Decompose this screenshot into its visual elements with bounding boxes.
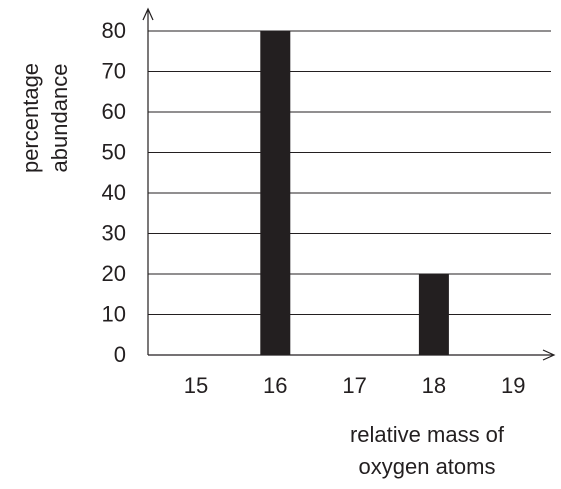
y-tick-label: 10: [102, 301, 126, 326]
y-tick-label: 30: [102, 220, 126, 245]
y-tick-label: 50: [102, 139, 126, 164]
y-axis-title: percentage abundance: [18, 63, 72, 173]
bar: [260, 31, 291, 355]
x-axis-title-line: oxygen atoms: [359, 454, 496, 479]
y-tick-label: 20: [102, 261, 126, 286]
x-axis-title-line: relative mass of: [350, 422, 505, 447]
y-tick-label: 60: [102, 99, 126, 124]
x-tick-label: 18: [422, 373, 446, 398]
y-tick-label: 0: [114, 342, 126, 367]
x-tick-label: 17: [342, 373, 366, 398]
x-tick-label: 16: [263, 373, 287, 398]
y-tick-label: 40: [102, 180, 126, 205]
y-axis-title-line: abundance: [47, 64, 72, 173]
y-axis: [142, 7, 154, 355]
y-axis-title-line: percentage: [18, 63, 43, 173]
x-tick-label: 15: [184, 373, 208, 398]
x-axis: [148, 349, 556, 361]
x-tick-label: 19: [501, 373, 525, 398]
y-tick-label: 80: [102, 18, 126, 43]
bar: [418, 274, 449, 355]
y-tick-label: 70: [102, 58, 126, 83]
